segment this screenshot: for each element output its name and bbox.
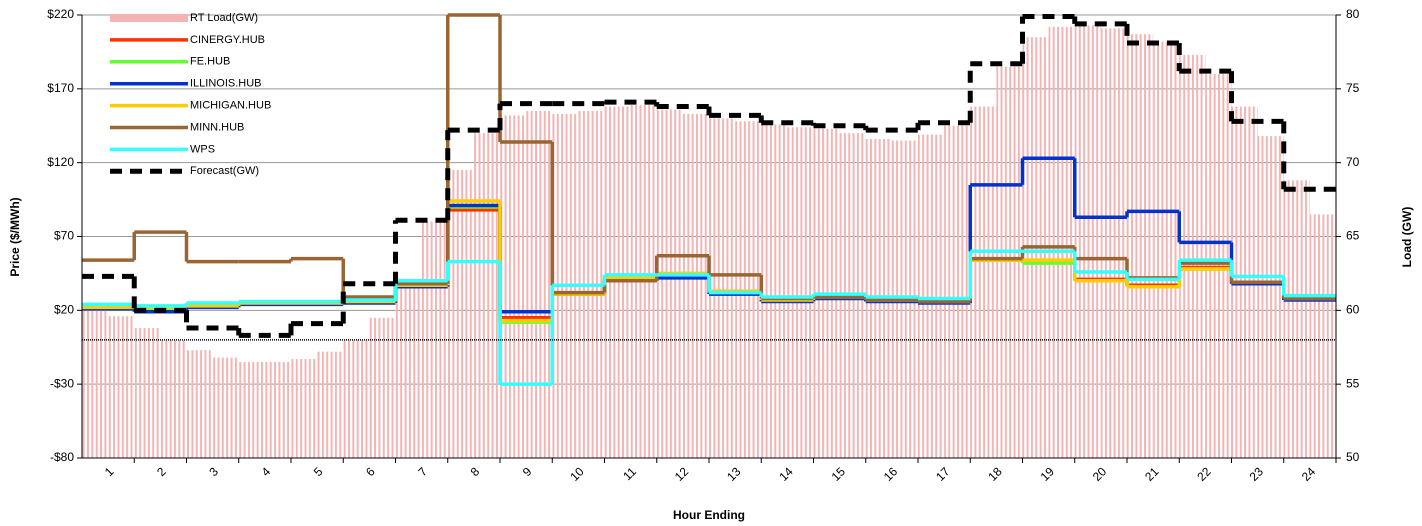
- load-bar: [1179, 54, 1206, 459]
- x-tick-label: 3: [206, 464, 221, 479]
- y2-tick-label: 50: [1346, 450, 1360, 464]
- x-tick-label: 19: [1038, 464, 1058, 484]
- x-tick-label: 8: [468, 464, 483, 479]
- load-bar: [1283, 180, 1310, 459]
- x-tick-label: 24: [1299, 464, 1319, 484]
- y2-tick-label: 80: [1346, 7, 1360, 21]
- load-bar: [108, 316, 135, 458]
- y-tick-label: $70: [54, 229, 74, 243]
- x-tick-label: 4: [259, 464, 274, 479]
- load-bar: [1100, 28, 1127, 458]
- load-bar: [996, 66, 1023, 458]
- y2-tick-label: 65: [1346, 229, 1360, 243]
- load-bar: [1048, 26, 1075, 459]
- load-bar: [291, 359, 318, 458]
- x-tick-label: 21: [1142, 464, 1162, 484]
- load-bar: [656, 109, 683, 459]
- y2-axis-title: Load (GW): [1400, 207, 1414, 268]
- y-tick-label: $170: [47, 81, 74, 95]
- x-tick-label: 16: [881, 464, 901, 484]
- y2-tick-label: 55: [1346, 376, 1360, 390]
- load-bar: [212, 357, 239, 458]
- x-tick-label: 13: [724, 464, 744, 484]
- load-bar: [709, 118, 736, 458]
- x-tick-label: 12: [672, 464, 692, 484]
- load-bar: [264, 362, 291, 458]
- x-tick-label: 10: [567, 464, 587, 484]
- x-tick-label: 6: [363, 464, 378, 479]
- x-tick-label: 15: [829, 464, 849, 484]
- load-bar: [134, 328, 161, 458]
- load-bar: [395, 280, 422, 458]
- legend-label: FE.HUB: [190, 56, 230, 68]
- load-bar: [82, 304, 109, 458]
- y-tick-label: $220: [47, 7, 74, 21]
- load-bar: [1127, 34, 1154, 459]
- y2-tick-label: 70: [1346, 155, 1360, 169]
- y-tick-label: -$80: [50, 450, 74, 464]
- x-tick-label: 17: [933, 464, 953, 484]
- load-bar: [1309, 214, 1336, 458]
- load-bar: [1074, 25, 1101, 458]
- x-tick-label: 5: [311, 464, 326, 479]
- y-tick-label: -$30: [50, 376, 74, 390]
- load-bar: [1257, 136, 1284, 458]
- legend-label: ILLINOIS.HUB: [190, 78, 262, 90]
- y-axis-title: Price ($/MWh): [8, 197, 22, 276]
- legend-label: MINN.HUB: [190, 121, 244, 133]
- x-tick-label: 1: [102, 464, 117, 479]
- load-bar: [160, 339, 187, 458]
- load-bar: [238, 362, 265, 458]
- load-bar: [1153, 41, 1180, 459]
- y-tick-label: $20: [54, 303, 74, 317]
- x-tick-label: 22: [1194, 464, 1214, 484]
- load-bar: [500, 115, 527, 458]
- load-bar: [369, 317, 396, 458]
- legend-label: RT Load(GW): [190, 12, 258, 24]
- legend-label: WPS: [190, 143, 215, 155]
- x-tick-label: 9: [520, 464, 535, 479]
- load-bar: [944, 125, 971, 458]
- load-bar: [473, 133, 500, 458]
- x-tick-label: 23: [1247, 464, 1267, 484]
- load-bar: [682, 113, 709, 458]
- load-bar: [918, 134, 945, 459]
- load-bar: [343, 339, 370, 458]
- legend-label: CINERGY.HUB: [190, 34, 265, 46]
- load-bar: [317, 351, 344, 458]
- legend-label: MICHIGAN.HUB: [190, 100, 271, 112]
- load-bar: [526, 110, 553, 458]
- load-bar: [787, 127, 814, 458]
- x-axis-title: Hour Ending: [673, 508, 745, 522]
- load-bar: [186, 350, 213, 458]
- x-tick-label: 14: [776, 464, 796, 484]
- legend-label: Forecast(GW): [190, 165, 259, 177]
- y-tick-label: $120: [47, 155, 74, 169]
- load-bar: [761, 124, 788, 459]
- load-bar: [447, 170, 474, 459]
- y2-tick-label: 75: [1346, 81, 1360, 95]
- x-tick-label: 20: [1090, 464, 1110, 484]
- y2-tick-label: 60: [1346, 303, 1360, 317]
- x-tick-label: 7: [415, 464, 430, 479]
- load-bar: [970, 106, 997, 458]
- x-tick-label: 11: [620, 464, 639, 483]
- x-tick-label: 18: [985, 464, 1005, 484]
- x-tick-label: 2: [154, 464, 169, 479]
